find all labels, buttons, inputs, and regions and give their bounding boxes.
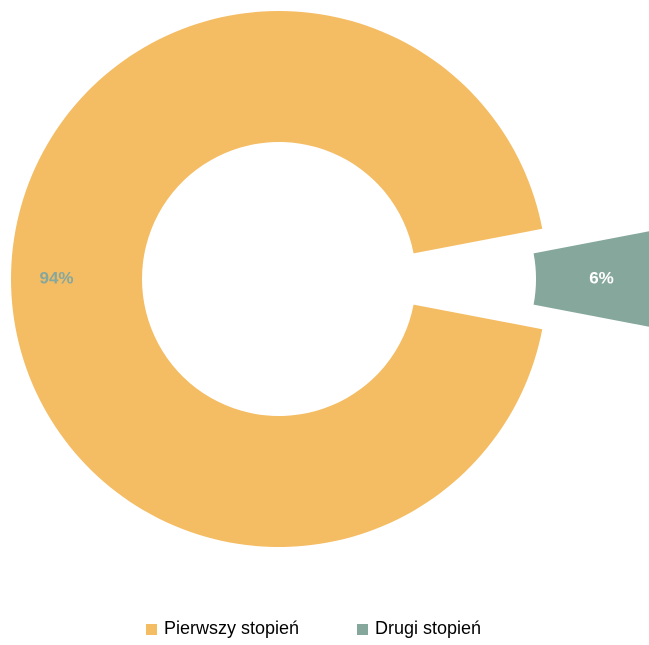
legend-item-2: Drugi stopień (357, 618, 481, 638)
data-labels-layer: 94% 6% (39, 268, 613, 287)
pie-slice-2 (533, 231, 649, 327)
data-label-1: 94% (39, 268, 73, 287)
legend: Pierwszy stopień Drugi stopień (146, 618, 481, 638)
data-label-2: 6% (589, 268, 614, 287)
pie-slice-1 (11, 10, 543, 547)
legend-swatch-1 (146, 624, 157, 635)
legend-item-1: Pierwszy stopień (146, 618, 299, 638)
legend-label-2: Drugi stopień (375, 618, 481, 638)
legend-swatch-2 (357, 624, 368, 635)
slices-layer (11, 10, 649, 547)
legend-label-1: Pierwszy stopień (164, 618, 299, 638)
